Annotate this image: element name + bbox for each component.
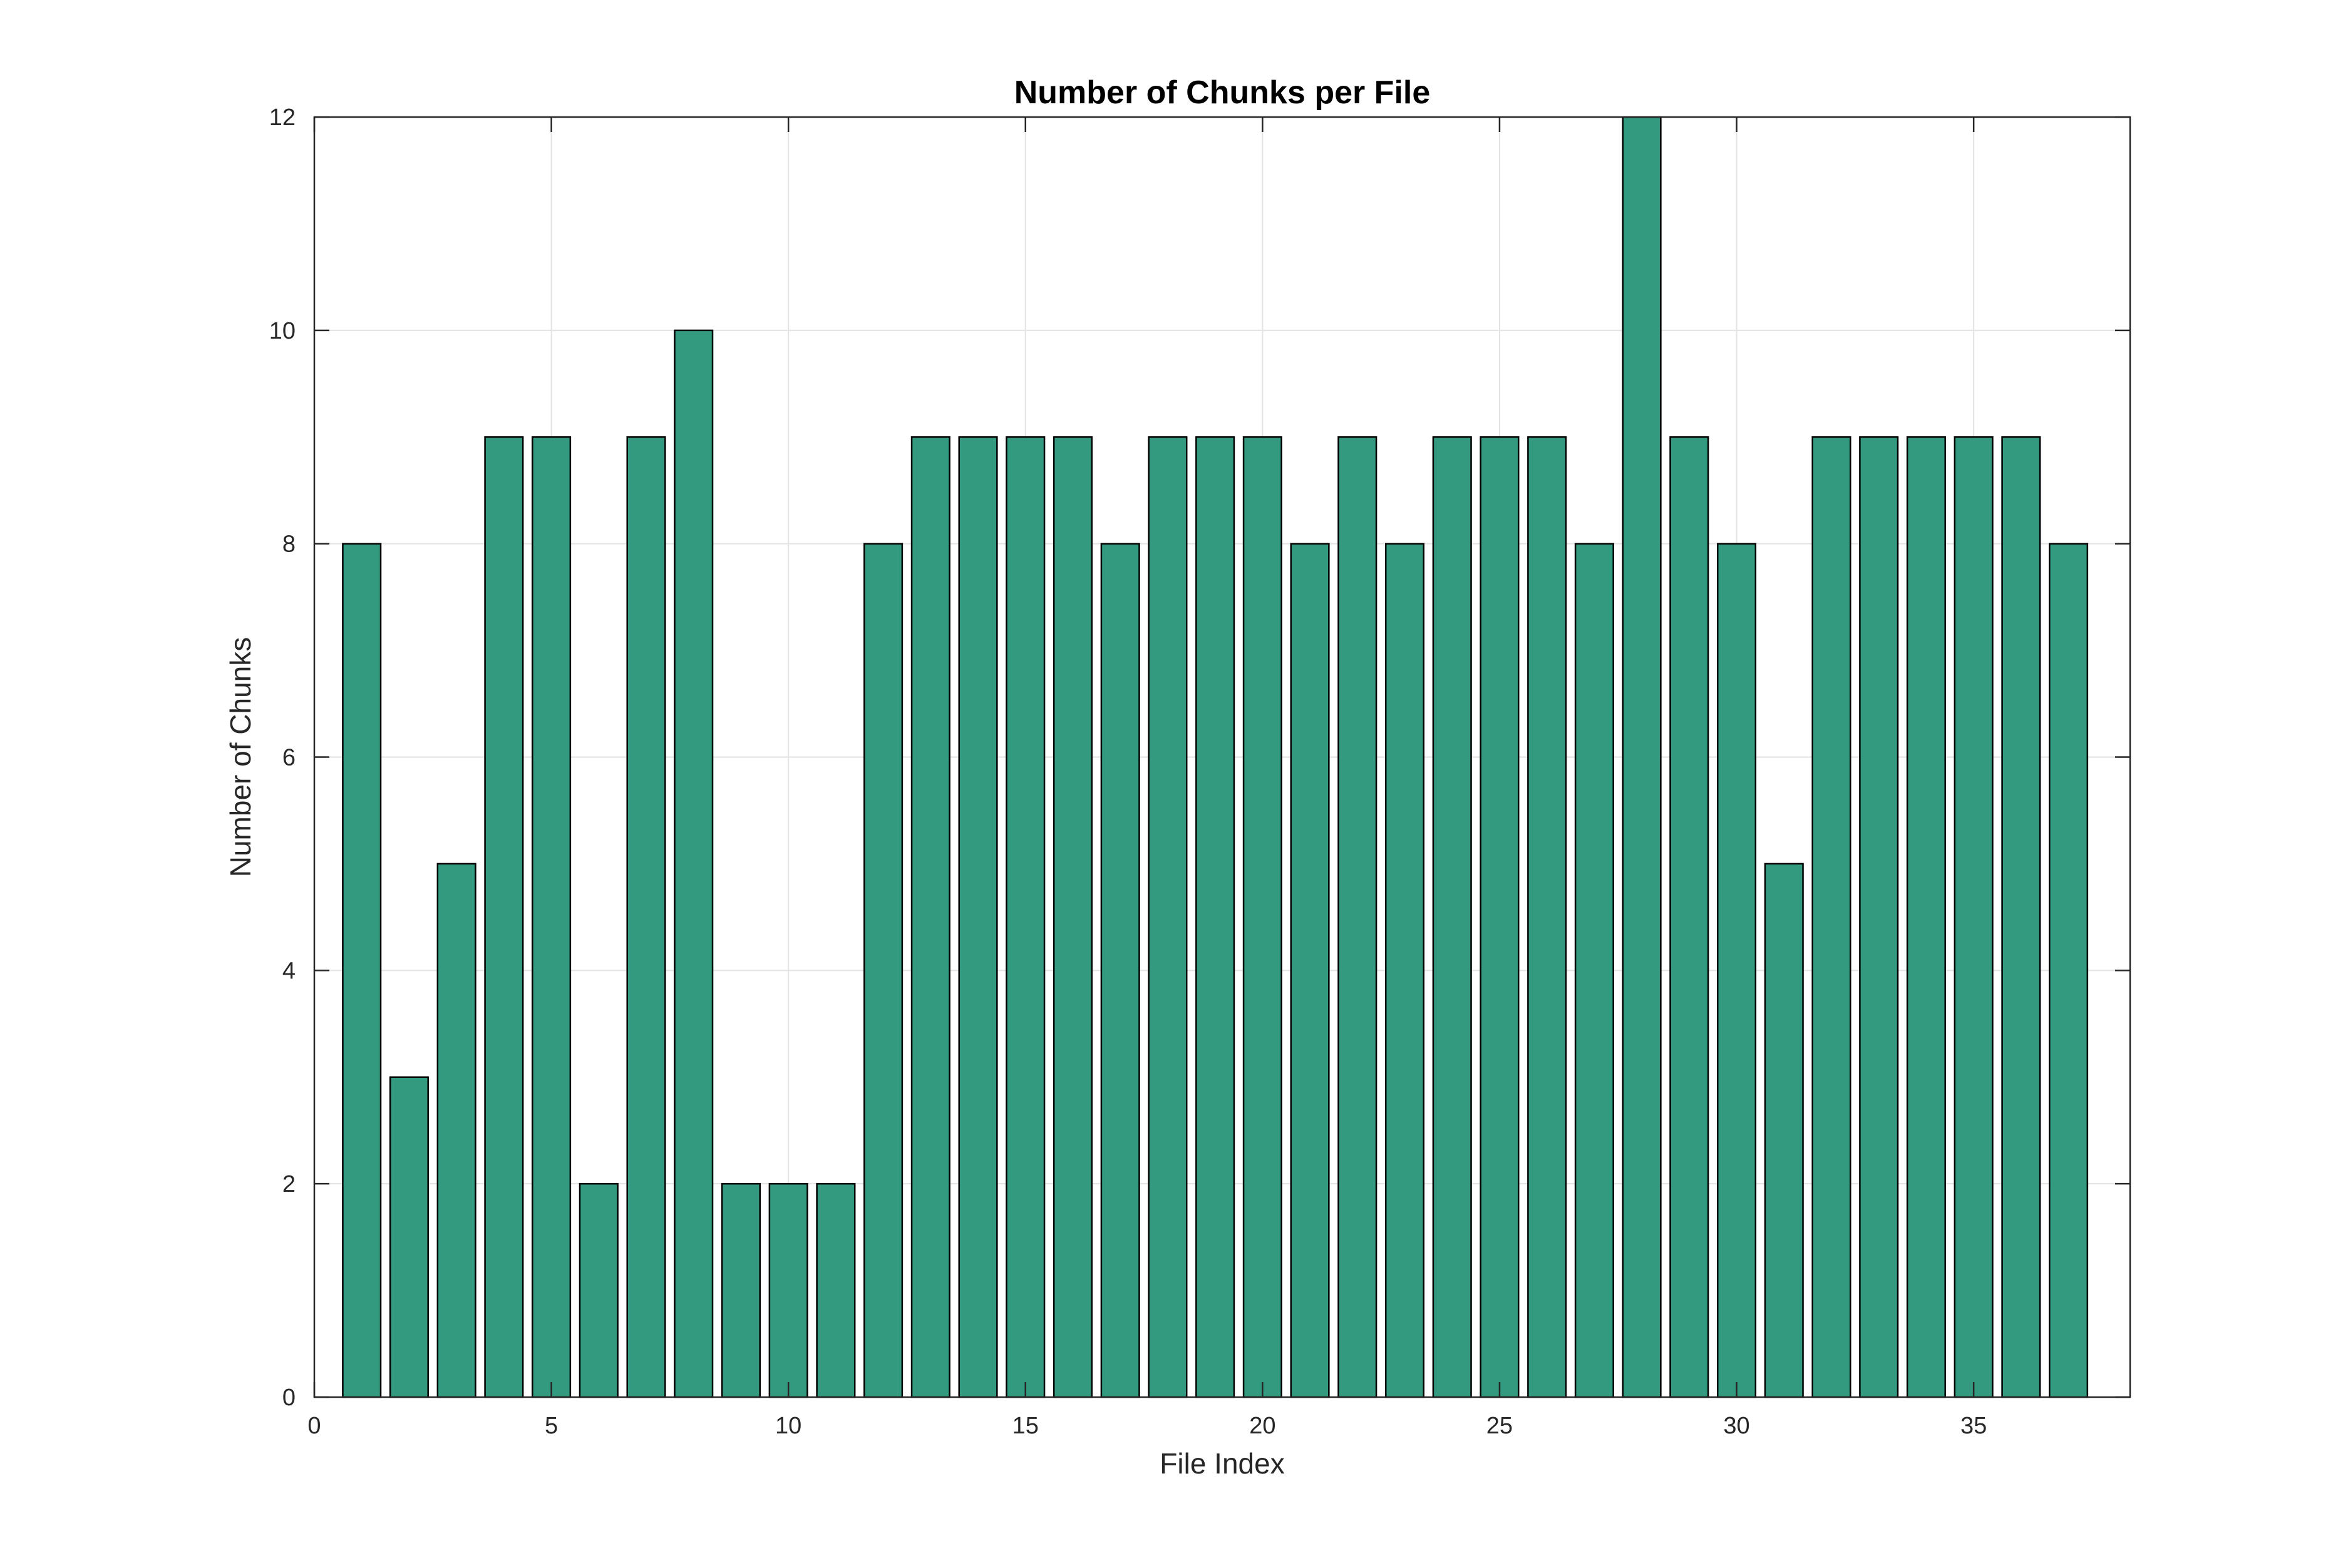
bars-layer	[342, 116, 2089, 1398]
bar	[1148, 436, 1188, 1398]
bar	[1242, 436, 1282, 1398]
bar	[958, 436, 998, 1398]
bar	[863, 543, 904, 1398]
bar	[1811, 436, 1851, 1398]
bar	[1906, 436, 1946, 1398]
bar	[674, 329, 714, 1398]
text-layer: Number of Chunks per File File Index Num…	[224, 74, 1430, 1480]
y-tick-label: 8	[282, 531, 296, 558]
chart-title: Number of Chunks per File	[1014, 74, 1431, 111]
bar	[721, 1182, 761, 1398]
bar	[1337, 436, 1377, 1398]
bar	[1432, 436, 1472, 1398]
bar	[342, 543, 382, 1398]
axes-layer: 0 2 4 6 8 10 12 0 5 10 15 20 25 30 35	[269, 105, 2131, 1439]
y-axis-label: Number of Chunks	[224, 637, 257, 878]
bar	[1195, 436, 1235, 1398]
bar	[532, 436, 572, 1398]
bar	[1480, 436, 1520, 1398]
bar	[579, 1182, 619, 1398]
x-tick-label: 5	[545, 1413, 558, 1439]
bar	[1100, 543, 1140, 1398]
x-tick-label: 30	[1723, 1413, 1749, 1439]
bar	[1669, 436, 1709, 1398]
bar	[484, 436, 524, 1398]
y-tick-label: 6	[282, 745, 296, 771]
x-tick-label: 0	[307, 1413, 321, 1439]
bar	[2049, 543, 2089, 1398]
bar	[1527, 436, 1567, 1398]
bar	[1006, 436, 1046, 1398]
x-tick-label: 25	[1486, 1413, 1513, 1439]
bar	[436, 863, 476, 1398]
bar	[626, 436, 666, 1398]
x-axis-label: File Index	[1160, 1447, 1284, 1480]
bar	[1384, 543, 1425, 1398]
bar	[2001, 436, 2041, 1398]
y-tick-label: 12	[269, 105, 296, 131]
x-tick-label: 35	[1960, 1413, 1987, 1439]
x-tick-label: 20	[1249, 1413, 1275, 1439]
y-tick-label: 0	[282, 1385, 296, 1411]
bar	[1574, 543, 1614, 1398]
x-tick-label: 10	[775, 1413, 801, 1439]
bar	[910, 436, 950, 1398]
x-tick-label: 15	[1012, 1413, 1039, 1439]
bar	[1290, 543, 1330, 1398]
bar	[1859, 436, 1899, 1398]
bar	[1717, 543, 1757, 1398]
bar	[768, 1182, 808, 1398]
bar	[1622, 116, 1662, 1398]
bar	[1954, 436, 1994, 1398]
bar	[1764, 863, 1804, 1398]
bar	[816, 1182, 856, 1398]
y-tick-label: 4	[282, 958, 296, 984]
bar	[389, 1076, 429, 1398]
bar	[1053, 436, 1093, 1398]
y-tick-label: 2	[282, 1171, 296, 1197]
y-tick-label: 10	[269, 318, 296, 344]
